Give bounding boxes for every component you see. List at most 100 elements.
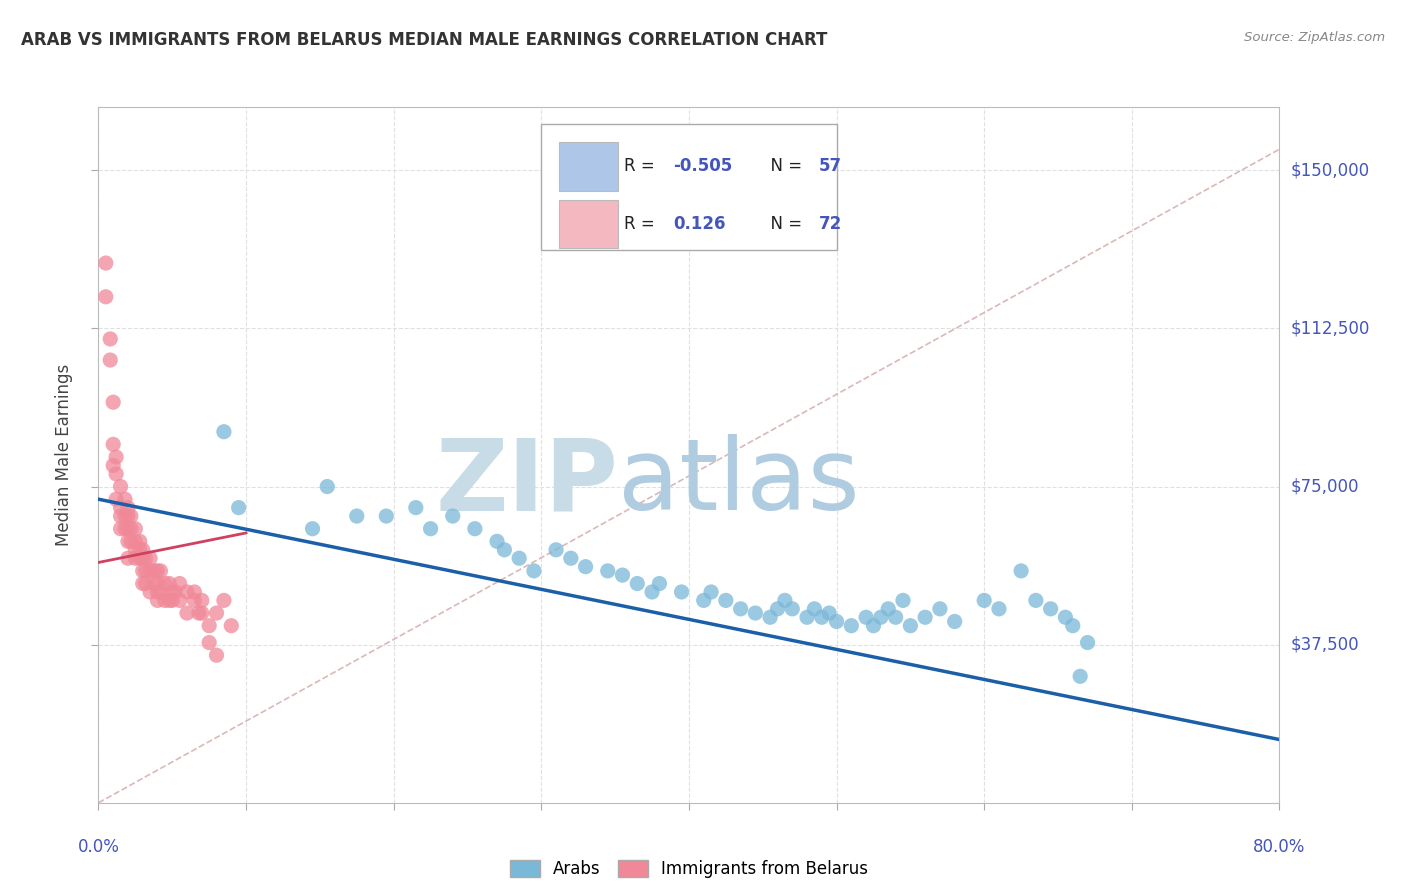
Legend: Arabs, Immigrants from Belarus: Arabs, Immigrants from Belarus [503, 854, 875, 885]
Point [110, 500, 132, 515]
Point [900, 618, 922, 632]
Point [494, 542, 516, 557]
Point [464, 522, 486, 536]
Point [884, 610, 907, 624]
Point [117, 522, 139, 536]
Text: $75,000: $75,000 [1291, 477, 1360, 496]
Point [94, 256, 117, 270]
Text: 72: 72 [818, 215, 842, 233]
Point [869, 610, 891, 624]
Point [146, 576, 169, 591]
Point [187, 606, 209, 620]
Point [803, 602, 825, 616]
Point [877, 602, 900, 616]
Text: N =: N = [759, 215, 807, 233]
Point [714, 593, 737, 607]
Point [128, 542, 150, 557]
Point [124, 522, 146, 536]
Point [139, 564, 162, 578]
Point [146, 585, 169, 599]
Point [139, 551, 162, 566]
Point [132, 564, 155, 578]
Point [596, 564, 619, 578]
Text: atlas: atlas [619, 434, 859, 532]
Point [162, 593, 183, 607]
Point [110, 479, 132, 493]
Point [205, 606, 228, 620]
Point [693, 593, 716, 607]
FancyBboxPatch shape [560, 142, 619, 191]
Text: 0.0%: 0.0% [77, 838, 120, 855]
Point [943, 615, 966, 629]
Text: ARAB VS IMMIGRANTS FROM BELARUS MEDIAN MALE EARNINGS CORRELATION CHART: ARAB VS IMMIGRANTS FROM BELARUS MEDIAN M… [21, 31, 828, 49]
Text: 0.126: 0.126 [673, 215, 725, 233]
Text: $112,500: $112,500 [1291, 319, 1369, 337]
Point [839, 618, 862, 632]
Point [114, 509, 136, 524]
Point [105, 492, 128, 507]
Point [1010, 564, 1032, 578]
Point [1062, 618, 1084, 632]
Text: R =: R = [624, 215, 659, 233]
Text: R =: R = [624, 157, 659, 175]
Point [862, 618, 884, 632]
Point [641, 585, 664, 599]
Point [105, 450, 128, 464]
Point [205, 648, 228, 663]
Point [700, 585, 723, 599]
Point [1039, 602, 1062, 616]
Point [759, 610, 782, 624]
Point [128, 551, 150, 566]
Point [796, 610, 818, 624]
Point [128, 534, 150, 549]
Point [346, 509, 368, 524]
Point [486, 534, 509, 549]
Point [191, 606, 214, 620]
Point [103, 395, 125, 409]
Point [818, 606, 841, 620]
Text: 57: 57 [818, 157, 842, 175]
Point [124, 534, 146, 549]
Point [110, 509, 132, 524]
Point [626, 576, 648, 591]
Point [149, 564, 172, 578]
Text: $37,500: $37,500 [1291, 636, 1360, 654]
Point [1025, 593, 1047, 607]
Point [153, 593, 176, 607]
Text: $150,000: $150,000 [1291, 161, 1369, 179]
Point [135, 564, 157, 578]
Text: ZIP: ZIP [436, 434, 619, 532]
Point [375, 509, 398, 524]
Point [228, 500, 250, 515]
Point [146, 564, 169, 578]
Point [132, 576, 155, 591]
Point [914, 610, 936, 624]
Point [1054, 610, 1077, 624]
Point [135, 576, 157, 591]
Point [773, 593, 796, 607]
Point [124, 551, 146, 566]
Point [94, 290, 117, 304]
Point [105, 467, 128, 481]
Point [143, 576, 166, 591]
Point [523, 564, 546, 578]
Point [117, 500, 139, 515]
Point [165, 585, 187, 599]
Text: -0.505: -0.505 [673, 157, 733, 175]
Y-axis label: Median Male Earnings: Median Male Earnings [55, 364, 73, 546]
Point [560, 551, 582, 566]
Point [855, 610, 877, 624]
Point [987, 602, 1010, 616]
Point [1069, 669, 1091, 683]
Point [120, 522, 142, 536]
Point [183, 593, 205, 607]
Point [191, 593, 214, 607]
Point [153, 576, 176, 591]
Point [544, 542, 567, 557]
FancyBboxPatch shape [541, 124, 837, 250]
Point [671, 585, 693, 599]
FancyBboxPatch shape [560, 200, 619, 248]
Point [110, 522, 132, 536]
Point [103, 458, 125, 473]
Point [810, 610, 832, 624]
